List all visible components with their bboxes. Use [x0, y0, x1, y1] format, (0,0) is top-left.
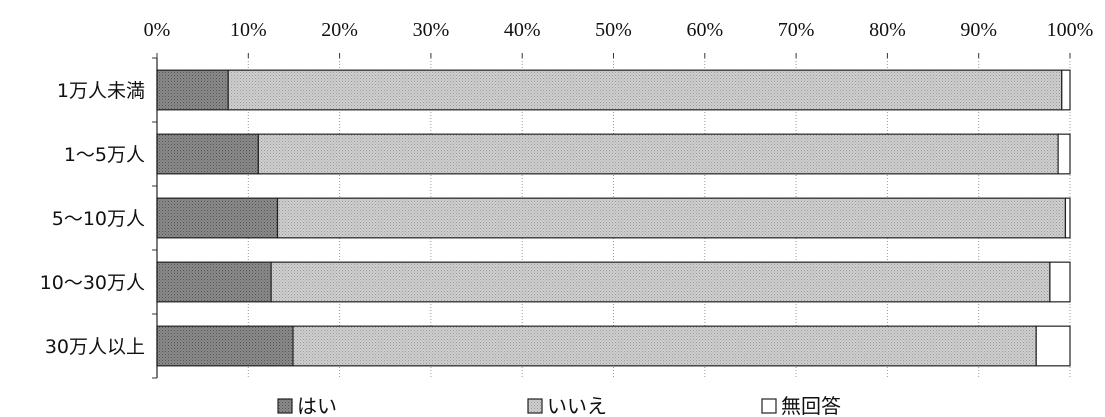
bar-4-2: [1035, 325, 1071, 367]
category-label: 1万人未満: [57, 80, 145, 102]
x-tick-label: 70%: [778, 19, 815, 41]
category-label: 1～5万人: [64, 144, 145, 166]
bar-0-2: [1061, 69, 1071, 111]
legend: はい いいえ 無回答: [277, 394, 841, 417]
legend-label: 無回答: [781, 394, 841, 417]
x-tick-label: 10%: [230, 19, 267, 41]
x-axis-ticks: 0% 10% 20% 30% 40% 50% 60% 70% 80% 90% 100%: [144, 19, 1094, 58]
dark-gray-square-icon: [277, 398, 293, 414]
x-tick-label: 60%: [686, 19, 723, 41]
bar-4-1: [292, 325, 1037, 367]
x-tick-label: 0%: [144, 19, 171, 41]
x-tick-label: 30%: [413, 19, 450, 41]
category-label: 10～30万人: [40, 272, 145, 294]
legend-label: はい: [297, 394, 337, 417]
bar-2-0: [156, 197, 279, 239]
bar-4-0: [156, 325, 294, 367]
bar-2-2: [1064, 197, 1071, 239]
x-tick-label: 50%: [595, 19, 632, 41]
x-tick-label: 100%: [1047, 19, 1094, 41]
x-tick-label: 40%: [504, 19, 541, 41]
x-tick-label: 80%: [869, 19, 906, 41]
bar-2-1: [276, 197, 1067, 239]
category-label: 30万人以上: [45, 336, 145, 358]
x-tick-label: 20%: [321, 19, 358, 41]
category-label: 5～10万人: [52, 208, 145, 230]
white-square-icon: [761, 398, 777, 414]
bar-0-0: [156, 69, 229, 111]
bar-3-0: [156, 261, 272, 303]
bars: [156, 69, 1071, 367]
bar-3-1: [270, 261, 1051, 303]
bar-0-1: [227, 69, 1063, 111]
bar-1-1: [257, 133, 1059, 175]
bar-1-0: [156, 133, 259, 175]
x-tick-label: 90%: [960, 19, 997, 41]
bar-1-2: [1057, 133, 1071, 175]
y-axis-categories: 1万人未満 1～5万人 5～10万人 10～30万人 30万人以上: [40, 57, 157, 358]
axes: [152, 58, 158, 379]
light-gray-square-icon: [527, 398, 543, 414]
bar-3-2: [1049, 261, 1071, 303]
legend-label: いいえ: [547, 394, 607, 417]
